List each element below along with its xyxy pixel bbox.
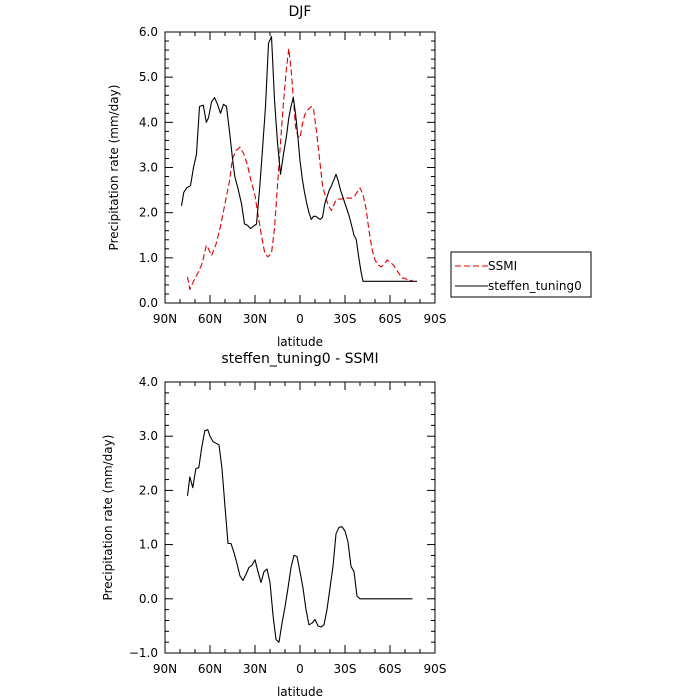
- legend-label-steffen-tuning0: steffen_tuning0: [488, 279, 582, 293]
- x-axis-label: latitude: [277, 335, 323, 349]
- y-tick-label: 2.0: [139, 206, 158, 220]
- y-tick-label: 6.0: [139, 25, 158, 39]
- x-tick-label: 60N: [198, 662, 222, 676]
- y-tick-label: 0.0: [139, 296, 158, 310]
- plot-frame: [164, 381, 436, 654]
- chart-title: steffen_tuning0 - SSMI: [221, 351, 378, 367]
- top-chart-panel: 90N 60N 30N 0 30S 60S 90S 0.0 1.0 2.0 3.0 4.0 5.0 6.0…: [107, 4, 446, 349]
- x-tick-label: 60N: [198, 312, 222, 326]
- x-tick-label: 90N: [153, 662, 177, 676]
- y-tick-label: 2.0: [139, 483, 158, 497]
- y-tick-label: 1.0: [139, 251, 158, 265]
- y-tick-label: 0.0: [139, 592, 158, 606]
- x-tick-label: 30N: [243, 662, 267, 676]
- x-tick-label: 60S: [379, 662, 402, 676]
- series-line-steffen-tuning0: [180, 35, 417, 282]
- series-line-difference: [186, 429, 413, 643]
- series-line-ssmi: [186, 48, 413, 290]
- plot-frame: [164, 31, 436, 304]
- y-tick-label: 5.0: [139, 70, 158, 84]
- x-tick-label: 60S: [379, 312, 402, 326]
- x-tick-label: 0: [296, 312, 304, 326]
- x-tick-label: 30N: [243, 312, 267, 326]
- y-axis-label: Precipitation rate (mm/day): [107, 85, 121, 251]
- x-tick-label: 30S: [334, 312, 357, 326]
- y-tick-label: 3.0: [139, 161, 158, 175]
- x-tick-label: 0: [296, 662, 304, 676]
- y-tick-label: 1.0: [139, 538, 158, 552]
- x-axis-label: latitude: [277, 685, 323, 699]
- y-tick-label: −1.0: [129, 646, 158, 660]
- legend-box: [450, 251, 592, 298]
- x-tick-label: 90S: [424, 312, 447, 326]
- x-tick-label: 90S: [424, 662, 447, 676]
- y-tick-label: 4.0: [139, 375, 158, 389]
- y-tick-label: 4.0: [139, 115, 158, 129]
- bottom-chart-panel: 90N 60N 30N 0 30S 60S 90S −1.0 0.0 1.0 2.0 3.0 4.0 st…: [101, 351, 446, 699]
- y-tick-label: 3.0: [139, 429, 158, 443]
- x-tick-label: 30S: [334, 662, 357, 676]
- x-tick-label: 90N: [153, 312, 177, 326]
- y-axis-label: Precipitation rate (mm/day): [101, 435, 115, 601]
- legend: SSMI steffen_tuning0: [450, 251, 592, 298]
- legend-label-ssmi: SSMI: [488, 259, 517, 273]
- chart-title: DJF: [289, 4, 312, 20]
